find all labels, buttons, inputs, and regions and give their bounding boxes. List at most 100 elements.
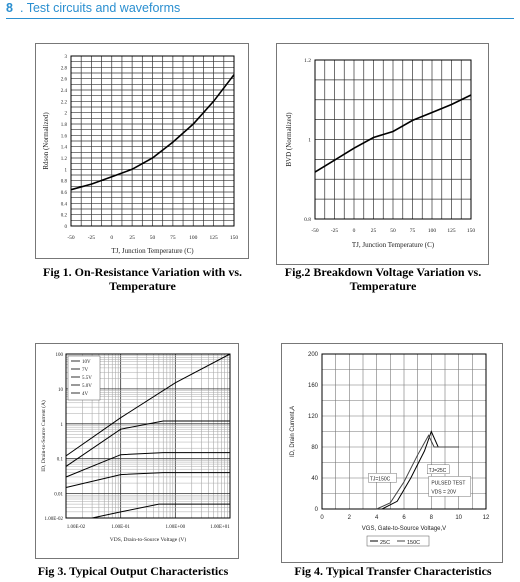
fig2-chart: -50 -25 0 25 50 75 100 125 150 0.8 1 1.2 TJ, Junctio…	[285, 58, 476, 249]
fig4-x-tick: 6	[402, 515, 406, 521]
fig3-caption: Fig 3. Typical Output Characteristics	[8, 564, 258, 578]
fig1-y-tick: 1	[65, 168, 68, 173]
fig2-x-tick: 0	[353, 228, 356, 234]
fig1-x-tick: 25	[129, 235, 135, 241]
fig2-x-tick: 125	[447, 228, 456, 234]
fig2-caption: Fig.2 Breakdown Voltage Variation vs. Te…	[252, 265, 514, 293]
fig3-legend-label: 7V	[82, 368, 89, 373]
fig4-x-tick: 12	[483, 515, 490, 521]
fig3-series-line	[65, 452, 230, 478]
section-header: 8 . Test circuits and waveforms	[6, 0, 514, 19]
fig1-x-tick: -50	[67, 235, 75, 241]
fig4-y-tick: 80	[311, 445, 318, 451]
fig4-y-tick: 120	[308, 414, 319, 420]
fig4-caption: Fig 4. Typical Transfer Characteristics	[268, 564, 518, 578]
fig1-x-tick: 100	[189, 235, 198, 241]
fig4-x-label: VGS, Gate-to-Source Voltage,V	[362, 526, 446, 532]
fig1-grid	[70, 55, 235, 227]
fig2-x-tick: 25	[371, 228, 377, 234]
fig3-legend-label: 5.5V	[82, 376, 92, 381]
fig1-y-tick: 0.2	[61, 214, 68, 219]
fig4-legend: 25C 150C	[366, 535, 430, 547]
fig1-y-tick: 2.6	[61, 78, 68, 83]
fig4-x-tick: 8	[430, 515, 434, 521]
fig1-panel: -50 -25 0 25 50 75 100 125 150 0 0.2 0.4 0.6 0.8 1 1.2 1…	[35, 43, 249, 259]
fig4-annotation: VDS = 20V	[431, 489, 457, 495]
fig3-series-line	[91, 503, 230, 519]
fig2-grid	[314, 59, 472, 220]
fig2-x-tick: -25	[331, 228, 339, 234]
fig4-annotation: PULSED TEST	[431, 480, 465, 486]
fig1-x-tick: 150	[230, 235, 239, 241]
fig2-x-tick: 50	[390, 228, 396, 234]
fig2-x-tick: 150	[467, 228, 476, 234]
fig4-legend-label: 150C	[407, 540, 420, 546]
fig2-x-tick: 75	[410, 228, 416, 234]
fig4-series-150c	[376, 434, 459, 510]
section-title: . Test circuits and waveforms	[20, 1, 181, 15]
fig4-annotation-box	[368, 473, 397, 483]
fig1-caption-line1: Fig 1. On-Resistance Variation with vs.	[42, 265, 242, 279]
fig4-annotation: TJ=25C	[429, 468, 447, 474]
fig3-legend: 10V 7V 5.5V 5.0V 4V	[67, 355, 101, 401]
fig3-x-tick: 1.00E+00	[166, 525, 186, 530]
fig4-y-tick: 40	[311, 476, 318, 482]
plot-frame	[70, 55, 235, 227]
fig4-y-label: ID, Drain Current,A	[290, 406, 296, 457]
fig3-y-tick: 0.1	[57, 458, 64, 463]
fig2-y-tick: 1	[308, 138, 311, 144]
fig4-x-tick: 2	[348, 515, 352, 521]
fig4-legend-label: 25C	[380, 540, 390, 546]
fig1-caption-line2: Temperature	[109, 279, 176, 293]
fig3-series-line	[65, 420, 230, 467]
fig4-y-tick: 160	[308, 383, 319, 389]
fig1-y-tick: 2.8	[61, 66, 68, 71]
fig1-x-tick: 0	[110, 235, 113, 241]
fig3-x-tick: 1.00E-01	[111, 525, 130, 530]
fig2-x-tick: -50	[311, 228, 319, 234]
fig3-x-tick: 1.00E-02	[67, 525, 86, 530]
fig4-annotation-box	[427, 464, 450, 475]
fig2-x-tick: 100	[428, 228, 437, 234]
fig2-series-line	[314, 94, 472, 173]
fig3-y-label: ID, Drain-to-Source Current (A)	[40, 400, 47, 472]
fig1-series-line	[70, 74, 235, 191]
fig2-x-label: TJ, Junction Temperature (C)	[352, 241, 435, 249]
fig1-x-tick: 50	[150, 235, 156, 241]
fig3-x-label: VDS, Drain-to-Source Voltage (V)	[110, 536, 187, 543]
fig3-series-line	[65, 472, 230, 488]
fig1-y-tick: 2.4	[61, 89, 68, 94]
fig1-x-label: TJ, Junction Temperature (C)	[111, 247, 194, 255]
fig3-legend-label: 5.0V	[82, 384, 92, 389]
fig3-y-tick: 10	[58, 388, 64, 393]
fig1-y-tick: 0	[65, 225, 68, 230]
fig2-y-tick: 0.8	[304, 217, 311, 223]
fig3-y-tick: 0.01	[54, 493, 63, 498]
fig3-caption-line1: Fig 3. Typical Output Characteristics	[37, 564, 229, 578]
fig1-y-tick: 1.8	[61, 123, 68, 128]
fig1-y-tick: 2.2	[61, 100, 68, 105]
fig2-caption-line2: Temperature	[349, 279, 417, 293]
plot-frame	[65, 353, 231, 519]
fig1-x-tick: 125	[210, 235, 219, 241]
fig3-legend-label: 10V	[82, 360, 91, 365]
fig3-panel: 1.00E-02 1.00E-01 1.00E+00 1.00E+01 1.00E-02…	[35, 343, 239, 559]
plot-frame	[314, 59, 472, 220]
fig3-y-tick: 1	[61, 423, 64, 428]
fig4-caption-line1: Fig 4. Typical Transfer Characteristics	[294, 564, 492, 578]
fig3-x-tick: 1.00E+01	[210, 525, 230, 530]
fig4-annotation-box	[428, 476, 471, 497]
fig2-y-label: BVD (Normalized)	[285, 112, 293, 167]
fig4-panel: 0 2 4 6 8 10 12 0 40 80 120 160 200 VGS, Gate-to-Sour…	[281, 343, 503, 563]
fig4-annotation: TJ=150C	[370, 476, 391, 482]
fig4-x-tick: 4	[375, 515, 379, 521]
fig2-panel: -50 -25 0 25 50 75 100 125 150 0.8 1 1.2 TJ, Junctio…	[276, 43, 489, 265]
section-number: 8	[6, 1, 13, 15]
plot-frame	[321, 353, 487, 510]
fig4-x-tick: 0	[320, 515, 324, 521]
fig1-y-tick: 2	[65, 112, 68, 117]
fig1-y-tick: 1.4	[61, 146, 68, 151]
fig3-legend-label: 4V	[82, 392, 89, 397]
fig4-y-tick: 0	[315, 507, 319, 513]
